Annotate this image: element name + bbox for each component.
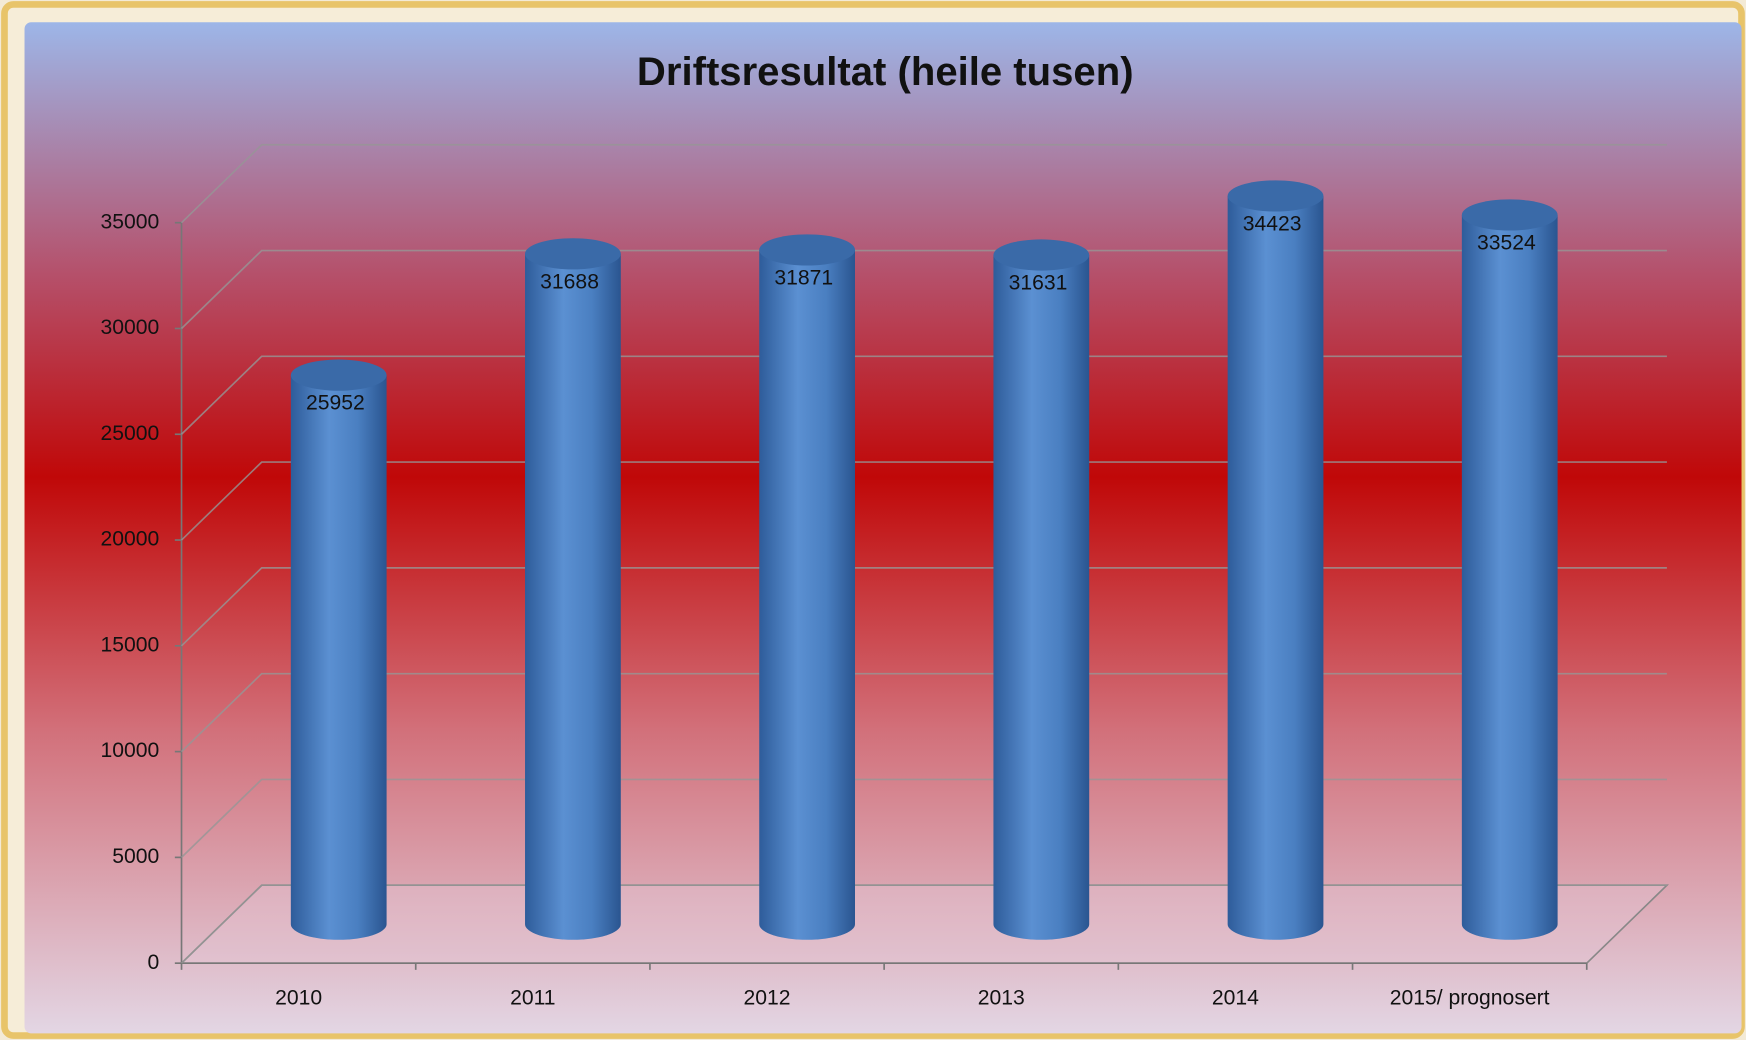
grid-line [180,143,1667,224]
bar-top [290,359,387,391]
chart-title: Driftsresultat (heile tusen) [637,50,1134,94]
bar [1227,195,1324,940]
grid-line [180,778,1667,858]
x-tick-label: 2012 [744,986,791,1009]
y-tick-label: 5000 [112,845,159,868]
bar [759,249,855,940]
y-tick-label: 20000 [100,528,159,551]
y-tick-label: 35000 [100,210,159,233]
bar-top [525,238,621,270]
data-label: 31688 [540,270,599,293]
x-tick-label: 2014 [1212,986,1259,1009]
y-tick-label: 10000 [100,739,159,762]
x-tick-label: 2013 [978,986,1025,1009]
y-tick-label: 0 [147,951,159,974]
y-tick-label: 15000 [100,633,159,656]
x-tick-label: 2011 [510,986,555,1009]
grid-line [180,884,1667,964]
y-tick-label: 25000 [100,422,159,445]
data-label: 33524 [1477,231,1536,254]
data-label: 31871 [774,266,833,289]
bar [993,255,1090,940]
bar-top [1461,199,1558,231]
y-tick-label: 30000 [100,316,159,339]
bar [525,253,621,940]
grid-line [180,672,1667,753]
bar-top [1227,180,1324,212]
bar [290,375,387,940]
bar-top [759,234,855,266]
x-tick-label: 2010 [275,986,322,1009]
floor [179,884,1669,965]
x-tick-label: 2015/ prognosert [1390,986,1550,1009]
data-label: 31631 [1009,272,1068,295]
bar [1461,214,1558,940]
grid-line [180,461,1667,541]
grid-line [180,355,1667,435]
data-label: 25952 [306,392,365,415]
grid-line [180,567,1667,647]
grid-line [180,249,1667,330]
bar-top [993,239,1090,271]
data-label: 34423 [1243,212,1302,235]
